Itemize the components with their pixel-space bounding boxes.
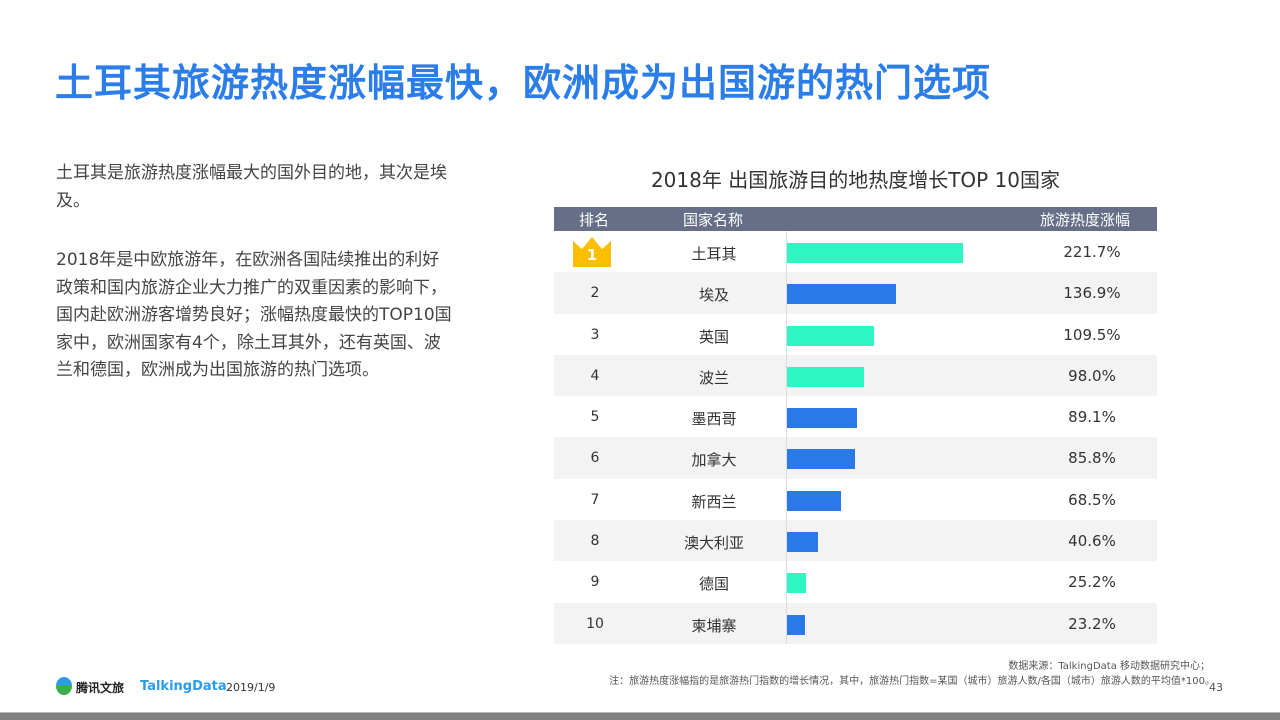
growth-value: 89.1%: [1068, 408, 1116, 427]
rank: 2: [590, 285, 600, 302]
ranking-table: 排名 国家名称 旅游热度涨幅 1 土耳其 221.7% 2 埃及 136.9% 3 英国 …: [554, 207, 1157, 644]
table-row: 9 德国 25.2%: [554, 561, 1157, 602]
growth-value: 85.8%: [1068, 449, 1116, 468]
growth-bar: [786, 532, 819, 553]
chart-title: 2018年 出国旅游目的地热度增长TOP 10国家: [650, 168, 1061, 192]
growth-value: 23.2%: [1068, 614, 1116, 633]
bar-axis-line: [786, 231, 787, 644]
growth-bar: [786, 366, 865, 387]
bottom-bar: [0, 712, 1280, 720]
country-name: 加拿大: [691, 451, 737, 470]
growth-bar: [786, 243, 964, 263]
rank: 7: [590, 491, 600, 508]
data-source: 数据来源：TalkingData 移动数据研究中心；: [1008, 661, 1210, 672]
detail-paragraph: 2018年是中欧旅游年，在欧洲各国陆续推出的利好政策和国内旅游企业大力推广的双重…: [56, 250, 452, 380]
growth-value: 68.5%: [1068, 490, 1116, 509]
growth-bar: [786, 325, 874, 346]
country-name: 澳大利亚: [683, 534, 744, 553]
growth-value: 40.6%: [1068, 532, 1116, 551]
country-name: 埃及: [698, 286, 729, 305]
table-row: 10 柬埔寨 23.2%: [554, 602, 1157, 644]
header-rank: 排名: [579, 211, 610, 229]
growth-value: 136.9%: [1063, 284, 1121, 303]
growth-value: 109.5%: [1063, 325, 1121, 344]
country-name: 墨西哥: [691, 410, 737, 429]
brand-talkingdata: TalkingData: [140, 679, 227, 694]
rank: 1: [586, 246, 598, 264]
rank: 6: [590, 450, 600, 467]
country-name: 德国: [698, 575, 729, 594]
growth-value: 25.2%: [1068, 573, 1116, 592]
header-country: 国家名称: [683, 211, 744, 229]
growth-bar: [786, 490, 841, 511]
rank: 9: [590, 574, 600, 591]
country-name: 土耳其: [691, 245, 737, 263]
growth-value: 98.0%: [1068, 366, 1116, 385]
rank: 8: [590, 533, 600, 550]
table-row: 3 英国 109.5%: [554, 314, 1157, 355]
growth-value: 221.7%: [1063, 243, 1121, 261]
table-row: 1 土耳其 221.7%: [554, 231, 1157, 272]
table-header: 排名 国家名称 旅游热度涨幅: [554, 207, 1157, 231]
footnote: 注：旅游热度涨幅指的是旅游热门指数的增长情况，其中，旅游热门指数=某国（城市）旅…: [609, 676, 1215, 687]
rank: 10: [586, 615, 604, 632]
country-name: 波兰: [698, 368, 729, 387]
growth-bar: [786, 614, 805, 635]
rank: 3: [590, 326, 600, 343]
growth-bar: [786, 573, 807, 594]
country-name: 新西兰: [691, 492, 737, 511]
header-growth: 旅游热度涨幅: [1040, 211, 1131, 229]
summary-paragraph: 土耳其是旅游热度涨幅最大的国外目的地，其次是埃及。: [56, 163, 447, 211]
tencent-culture-logo-icon: [56, 677, 72, 695]
crown-icon: 1: [573, 237, 611, 267]
country-name: 英国: [698, 327, 729, 346]
page-number: 43: [1209, 681, 1223, 694]
rank: 4: [590, 367, 600, 384]
table-row: 6 加拿大 85.8%: [554, 437, 1157, 479]
brand-tencent: 腾讯文旅: [76, 681, 125, 695]
rank: 5: [590, 409, 600, 426]
table-row: 2 埃及 136.9%: [554, 272, 1157, 314]
table-row: 7 新西兰 68.5%: [554, 479, 1157, 520]
table-row: 5 墨西哥 89.1%: [554, 396, 1157, 437]
growth-bar: [786, 449, 855, 470]
page-title: 土耳其旅游热度涨幅最快，欧洲成为出国游的热门选项: [55, 61, 992, 105]
date: 2019/1/9: [226, 681, 276, 694]
growth-bar: [786, 408, 858, 429]
table-row: 4 波兰 98.0%: [554, 354, 1157, 397]
country-name: 柬埔寨: [691, 616, 737, 635]
growth-bar: [786, 284, 896, 305]
table-row: 8 澳大利亚 40.6%: [554, 520, 1157, 562]
